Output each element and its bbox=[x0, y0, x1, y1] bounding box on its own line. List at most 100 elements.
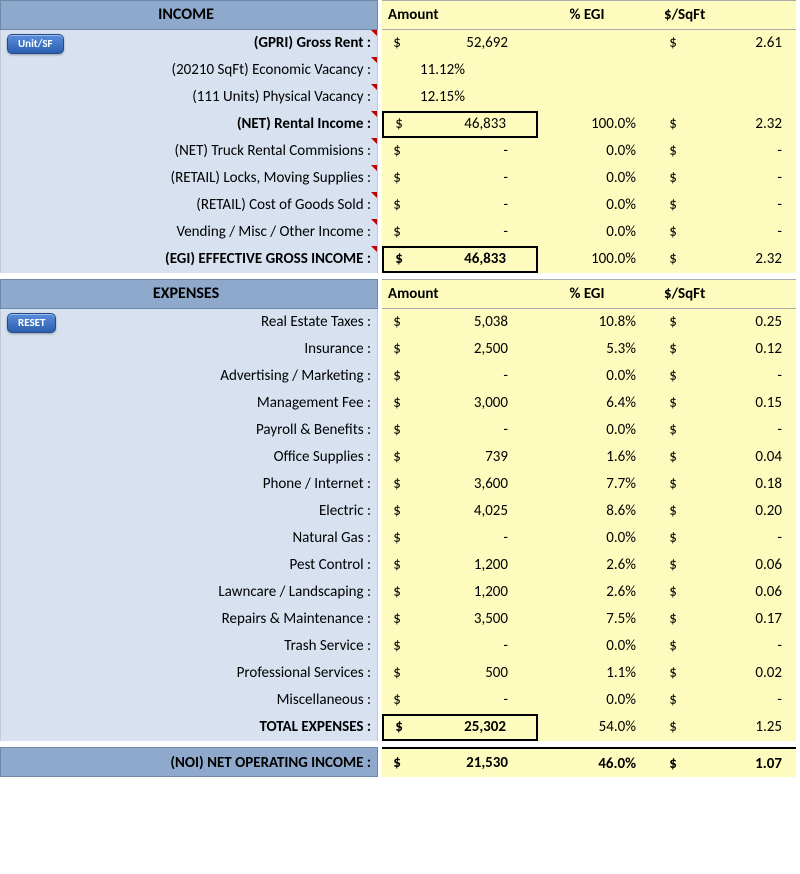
row-electric: Electric :$4,0258.6%$0.20 bbox=[0, 498, 800, 525]
sqft-phone: 0.18 bbox=[682, 471, 790, 498]
label-trash: Trash Service : bbox=[284, 637, 371, 655]
label-noi: (NOI) NET OPERATING INCOME : bbox=[170, 754, 371, 772]
label-net-rental: (NET) Rental Income : bbox=[237, 115, 371, 133]
amount-locks: - bbox=[406, 165, 532, 192]
sqft-misc: - bbox=[682, 687, 790, 714]
sqft-cogs: - bbox=[682, 192, 790, 219]
label-lawn: Lawncare / Landscaping : bbox=[218, 583, 371, 601]
row-trash: Trash Service :$-0.0%$- bbox=[0, 633, 800, 660]
sqft-payroll: - bbox=[682, 417, 790, 444]
row-econ-vac: (20210 SqFt) Economic Vacancy : 11.12% bbox=[0, 57, 800, 84]
label-office: Office Supplies : bbox=[274, 448, 371, 466]
comment-marker-icon bbox=[371, 219, 377, 225]
sqft-locks: - bbox=[682, 165, 790, 192]
sqft-repairs: 0.17 bbox=[682, 606, 790, 633]
comment-marker-icon bbox=[371, 192, 377, 198]
label-gross-rent: (GPRI) Gross Rent : bbox=[254, 34, 371, 52]
egi-payroll: 0.0% bbox=[538, 417, 658, 444]
comment-marker-icon bbox=[371, 111, 377, 117]
amount-misc: - bbox=[406, 687, 532, 714]
row-pest: Pest Control :$1,2002.6%$0.06 bbox=[0, 552, 800, 579]
row-insurance: Insurance :$2,5005.3%$0.12 bbox=[0, 336, 800, 363]
label-phys-vac: (111 Units) Physical Vacancy : bbox=[192, 88, 371, 106]
egi-locks: 0.0% bbox=[538, 165, 658, 192]
expenses-header: EXPENSES Amount % EGI $/SqFt bbox=[0, 279, 800, 309]
row-net-rental: (NET) Rental Income : $46,833 100.0% $2.… bbox=[0, 111, 800, 138]
egi-mgmt: 6.4% bbox=[538, 390, 658, 417]
label-total-expenses: TOTAL EXPENSES : bbox=[259, 718, 371, 736]
row-repairs: Repairs & Maintenance :$3,5007.5%$0.17 bbox=[0, 606, 800, 633]
sqft-prof: 0.02 bbox=[682, 660, 790, 687]
egi-header: % EGI bbox=[538, 0, 658, 30]
row-taxes: RESETReal Estate Taxes :$5,03810.8%$0.25 bbox=[0, 309, 800, 336]
egi-electric: 8.6% bbox=[538, 498, 658, 525]
row-prof: Professional Services :$5001.1%$0.02 bbox=[0, 660, 800, 687]
label-gas: Natural Gas : bbox=[293, 529, 372, 547]
comment-marker-icon bbox=[371, 30, 377, 36]
sqft-header-exp: $/SqFt bbox=[658, 279, 796, 309]
sqft-noi: 1.07 bbox=[682, 749, 790, 777]
amount-taxes: 5,038 bbox=[406, 309, 532, 336]
comment-marker-icon bbox=[371, 57, 377, 63]
amount-prof: 500 bbox=[406, 660, 532, 687]
label-repairs: Repairs & Maintenance : bbox=[222, 610, 371, 628]
egi-lawn: 2.6% bbox=[538, 579, 658, 606]
egi-total-expenses: 54.0% bbox=[538, 714, 658, 741]
egi-cogs: 0.0% bbox=[538, 192, 658, 219]
row-vending: Vending / Misc / Other Income : $- 0.0% … bbox=[0, 219, 800, 246]
amount-gross-rent: 52,692 bbox=[406, 30, 532, 57]
sqft-adv: - bbox=[682, 363, 790, 390]
label-egi-total: (EGI) EFFECTIVE GROSS INCOME : bbox=[165, 250, 371, 268]
label-locks: (RETAIL) Locks, Moving Supplies : bbox=[171, 169, 371, 187]
egi-header-exp: % EGI bbox=[538, 279, 658, 309]
expenses-title: EXPENSES bbox=[0, 279, 378, 309]
amount-gas: - bbox=[406, 525, 532, 552]
egi-truck: 0.0% bbox=[538, 138, 658, 165]
sqft-header: $/SqFt bbox=[658, 0, 796, 30]
egi-gas: 0.0% bbox=[538, 525, 658, 552]
sqft-trash: - bbox=[682, 633, 790, 660]
label-econ-vac: (20210 SqFt) Economic Vacancy : bbox=[172, 61, 371, 79]
amount-noi: 21,530 bbox=[406, 748, 532, 778]
row-phone: Phone / Internet :$3,6007.7%$0.18 bbox=[0, 471, 800, 498]
row-payroll: Payroll & Benefits :$-0.0%$- bbox=[0, 417, 800, 444]
egi-noi: 46.0% bbox=[538, 747, 658, 777]
amount-phys-vac: 12.15% bbox=[406, 84, 532, 111]
sqft-net-rental: 2.32 bbox=[682, 111, 790, 138]
row-egi-total: (EGI) EFFECTIVE GROSS INCOME : $46,833 1… bbox=[0, 246, 800, 273]
row-lawn: Lawncare / Landscaping :$1,2002.6%$0.06 bbox=[0, 579, 800, 606]
egi-repairs: 7.5% bbox=[538, 606, 658, 633]
amount-lawn: 1,200 bbox=[406, 579, 532, 606]
row-cogs: (RETAIL) Cost of Goods Sold : $- 0.0% $- bbox=[0, 192, 800, 219]
reset-button[interactable]: RESET bbox=[7, 313, 56, 333]
comment-marker-icon bbox=[371, 84, 377, 90]
label-truck: (NET) Truck Rental Commisions : bbox=[175, 142, 371, 160]
amount-pest: 1,200 bbox=[406, 552, 532, 579]
sqft-egi-total: 2.32 bbox=[682, 246, 790, 273]
sqft-pest: 0.06 bbox=[682, 552, 790, 579]
amount-office: 739 bbox=[406, 444, 532, 471]
unit-sf-button[interactable]: Unit/SF bbox=[7, 34, 64, 54]
row-gross-rent: Unit/SF (GPRI) Gross Rent : $52,692 $2.6… bbox=[0, 30, 800, 57]
row-noi: (NOI) NET OPERATING INCOME : $21,530 46.… bbox=[0, 747, 800, 777]
label-electric: Electric : bbox=[319, 502, 371, 520]
label-insurance: Insurance : bbox=[304, 340, 371, 358]
sqft-office: 0.04 bbox=[682, 444, 790, 471]
row-total-expenses: TOTAL EXPENSES : $25,302 54.0% $1.25 bbox=[0, 714, 800, 741]
egi-office: 1.6% bbox=[538, 444, 658, 471]
label-cogs: (RETAIL) Cost of Goods Sold : bbox=[196, 196, 371, 214]
egi-adv: 0.0% bbox=[538, 363, 658, 390]
label-taxes: Real Estate Taxes : bbox=[261, 313, 371, 331]
label-phone: Phone / Internet : bbox=[263, 475, 371, 493]
row-truck: (NET) Truck Rental Commisions : $- 0.0% … bbox=[0, 138, 800, 165]
amount-mgmt: 3,000 bbox=[406, 390, 532, 417]
sqft-taxes: 0.25 bbox=[682, 309, 790, 336]
row-locks: (RETAIL) Locks, Moving Supplies : $- 0.0… bbox=[0, 165, 800, 192]
amount-truck: - bbox=[406, 138, 532, 165]
amount-phone: 3,600 bbox=[406, 471, 532, 498]
label-adv: Advertising / Marketing : bbox=[220, 367, 371, 385]
sqft-truck: - bbox=[682, 138, 790, 165]
amount-payroll: - bbox=[406, 417, 532, 444]
egi-prof: 1.1% bbox=[538, 660, 658, 687]
sqft-vending: - bbox=[682, 219, 790, 246]
